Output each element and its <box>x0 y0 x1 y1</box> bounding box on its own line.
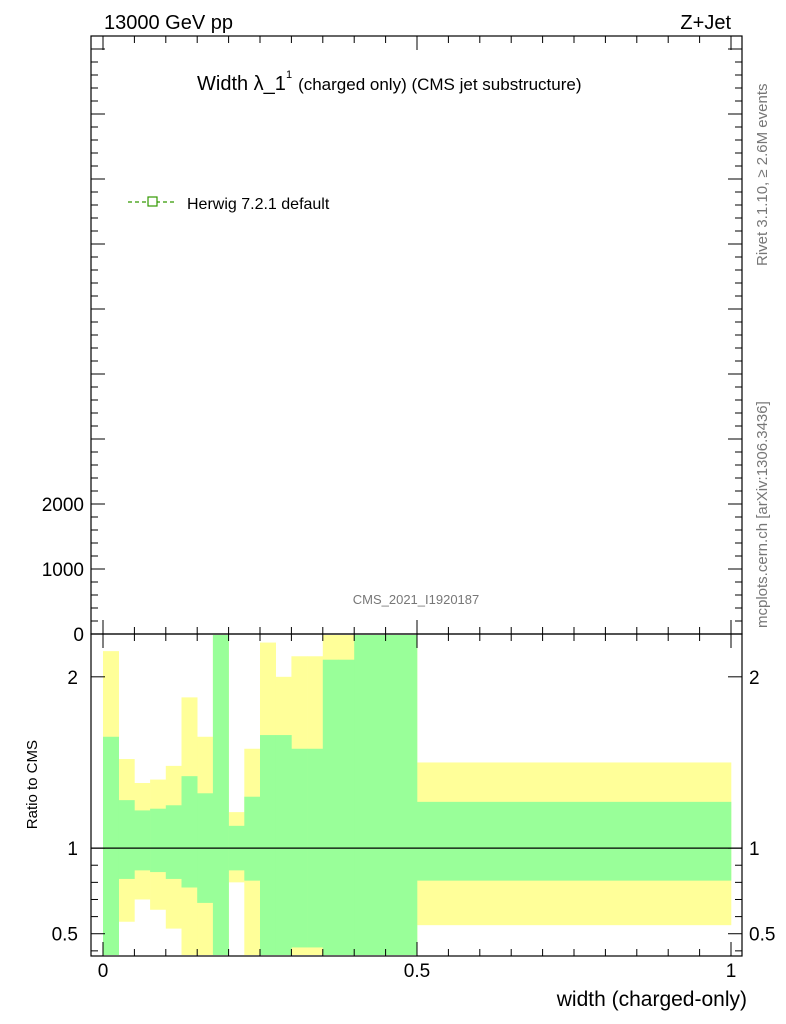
ratio-x-ticks <box>102 36 732 956</box>
main-plot-frame <box>90 35 743 635</box>
legend-herwig-marker <box>147 196 158 207</box>
ratio-y-tick-label-right: 1 <box>749 839 760 860</box>
plot-title-main: Width λ_1 <box>197 73 286 95</box>
ratio-inner-band-bin <box>181 776 198 888</box>
ratio-x-tick-label: 0 <box>98 961 109 982</box>
legend: Herwig 7.2.1 default <box>128 196 330 213</box>
ratio-inner-band-bin <box>260 735 276 955</box>
energy-label: 13000 GeV pp <box>104 12 233 34</box>
ratio-inner-band-bin <box>118 800 135 879</box>
ratio-inner-band-bin <box>322 659 339 955</box>
ratio-inner-band-bin <box>338 659 355 955</box>
plot-title-rest: (charged only) (CMS jet substructure) <box>298 75 581 94</box>
ratio-bands <box>103 635 732 955</box>
ratio-inner-band-bin <box>165 805 182 879</box>
ratio-inner-band-bin <box>212 635 229 955</box>
ratio-plot-panel: 0.5 0.5 1 1 2 2 0 0.5 1 Ratio to CMS width (char… <box>24 36 775 1011</box>
ratio-y-ticks <box>91 676 742 952</box>
rivet-label: Rivet 3.1.10, ≥ 2.6M events <box>754 84 771 267</box>
ratio-y-tick-label-left: 0.5 <box>52 925 78 946</box>
plot-title: Width λ_11 (charged only) (CMS jet substr… <box>197 69 582 95</box>
ratio-inner-band-bin <box>354 635 418 955</box>
main-y-ticks <box>91 35 742 635</box>
ratio-y-tick-label-left: 2 <box>67 668 78 689</box>
legend-herwig-label: Herwig 7.2.1 default <box>187 196 330 213</box>
main-y-tick-label: 0 <box>73 625 84 646</box>
process-label: Z+Jet <box>680 12 731 34</box>
ratio-inner-band-bin <box>150 808 167 873</box>
ratio-inner-band-bin <box>417 801 732 881</box>
main-plot-panel: 0 1000 2000 Width λ_11 (charged only) (CMS … <box>42 35 743 646</box>
ratio-tick-labels: 0.5 0.5 1 1 2 2 0 0.5 1 <box>52 668 776 982</box>
ratio-inner-band-bin <box>244 796 261 881</box>
ratio-y-tick-label-right: 2 <box>749 668 760 689</box>
mcplots-label: mcplots.cern.ch [arXiv:1306.3436] <box>754 401 771 628</box>
main-y-tick-label: 2000 <box>42 495 84 516</box>
ratio-x-tick-label: 0.5 <box>404 961 430 982</box>
ratio-y-tick-label-right: 0.5 <box>749 925 775 946</box>
ratio-inner-band-bin <box>134 810 151 871</box>
x-axis-label: width (charged-only) <box>556 988 747 1011</box>
plot-title-superscript: 1 <box>286 69 292 81</box>
ratio-inner-band-bin <box>103 736 119 955</box>
analysis-watermark: CMS_2021_I1920187 <box>353 592 480 607</box>
ratio-y-tick-label-left: 1 <box>67 839 78 860</box>
ratio-y-axis-label: Ratio to CMS <box>24 740 41 829</box>
ratio-inner-band-bin <box>275 735 292 955</box>
main-y-tick-labels: 0 1000 2000 <box>42 495 84 646</box>
main-y-tick-label: 1000 <box>42 560 84 581</box>
ratio-x-tick-label: 1 <box>726 961 737 982</box>
